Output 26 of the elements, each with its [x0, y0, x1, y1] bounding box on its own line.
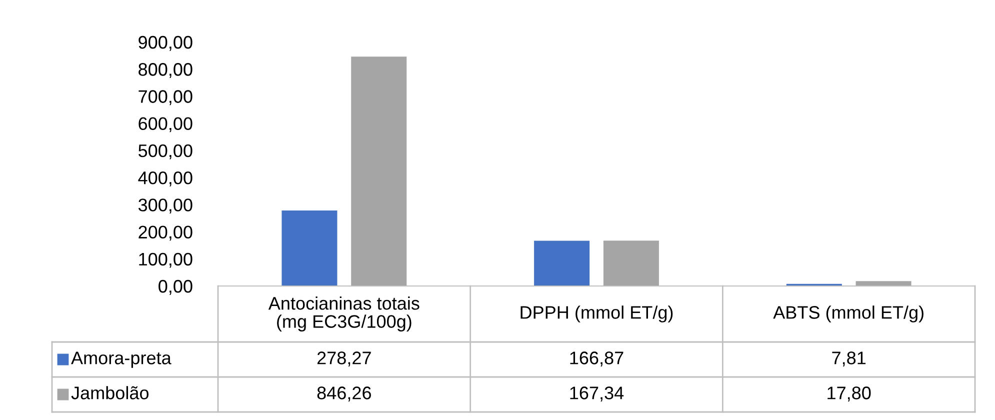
data-label: 7,81 [832, 352, 866, 366]
data-label: 166,87 [570, 352, 624, 366]
y-tick-label: 700,00 [138, 90, 192, 106]
bar [282, 210, 338, 286]
y-tick-label: 300,00 [138, 198, 192, 214]
bar [603, 240, 659, 286]
y-tick-label: 800,00 [138, 63, 192, 78]
y-tick-label: 900,00 [138, 36, 192, 51]
y-tick-label: 100,00 [139, 252, 192, 268]
y-tick-label: 200,00 [138, 226, 192, 241]
bar [534, 240, 590, 286]
legend-label: Amora-preta [71, 352, 172, 368]
data-label: 846,26 [317, 386, 371, 402]
y-tick-label: 0,00 [158, 280, 192, 295]
bar [351, 56, 407, 286]
legend-label: Jambolão [71, 386, 149, 400]
y-tick-label: 400,00 [138, 171, 192, 186]
x-tick-label: DPPH (mmol ET/g) [520, 306, 673, 322]
y-tick-label: 600,00 [138, 117, 192, 132]
data-label: 278,27 [317, 352, 371, 366]
x-tick-label: Antocianinas totais (mg EC3G/100g) [268, 296, 420, 332]
data-label: 17,80 [828, 386, 871, 402]
x-tick-label: ABTS (mmol ET/g) [773, 306, 924, 322]
y-tick-label: 500,00 [138, 144, 192, 160]
data-label: 167,34 [570, 386, 624, 402]
bar [856, 281, 912, 286]
